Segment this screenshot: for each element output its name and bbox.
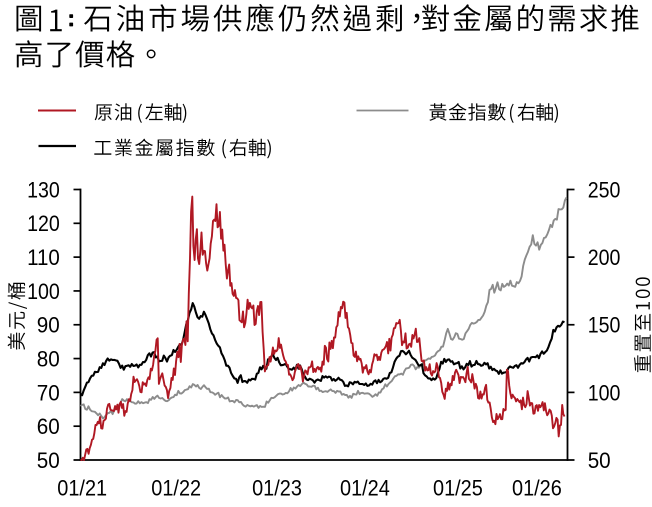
- svg-text:80: 80: [37, 347, 60, 372]
- svg-text:200: 200: [588, 245, 621, 270]
- svg-text:50: 50: [37, 448, 60, 473]
- svg-text:01/21: 01/21: [57, 475, 107, 500]
- svg-text:130: 130: [27, 177, 60, 202]
- svg-text:01/22: 01/22: [151, 475, 201, 500]
- svg-text:90: 90: [37, 313, 60, 338]
- svg-text:250: 250: [588, 177, 621, 202]
- svg-text:150: 150: [588, 313, 621, 338]
- svg-text:50: 50: [588, 448, 611, 473]
- svg-text:120: 120: [27, 211, 60, 236]
- svg-text:01/24: 01/24: [340, 475, 390, 500]
- svg-text:100: 100: [27, 279, 60, 304]
- svg-text:01/23: 01/23: [252, 475, 302, 500]
- svg-text:100: 100: [588, 380, 621, 405]
- svg-text:60: 60: [37, 414, 60, 439]
- svg-text:01/25: 01/25: [433, 475, 483, 500]
- svg-text:110: 110: [27, 245, 60, 270]
- svg-text:70: 70: [37, 380, 60, 405]
- svg-text:01/26: 01/26: [512, 475, 562, 500]
